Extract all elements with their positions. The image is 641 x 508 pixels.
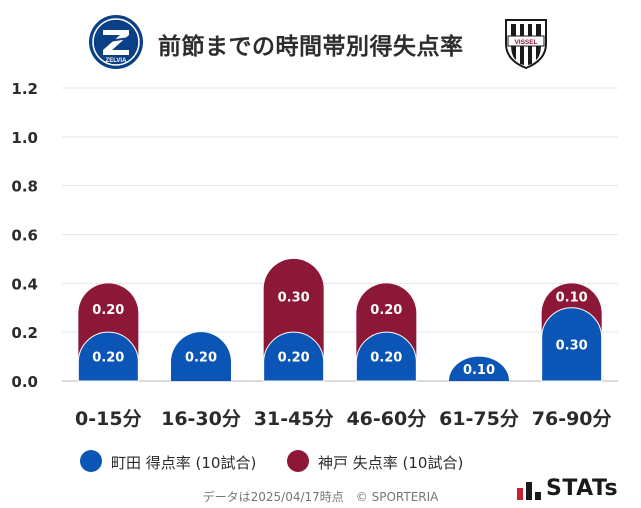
y-axis: 0.0 0.2 0.4 0.6 0.8 1.0 1.2 bbox=[11, 80, 38, 391]
vissel-kobe-logo: VISSEL bbox=[505, 19, 547, 70]
y-tick-label: 0.2 bbox=[11, 324, 38, 342]
data-label-machida-0: 0.20 bbox=[92, 351, 124, 366]
data-label-machida-3: 0.20 bbox=[370, 351, 402, 366]
legend-swatch-machida bbox=[80, 450, 102, 472]
chart-title: 前節までの時間帯別得失点率 bbox=[158, 34, 464, 60]
y-tick-label: 1.0 bbox=[11, 129, 38, 147]
grid bbox=[62, 87, 618, 382]
footer-note: データは2025/04/17時点 © SPORTERIA bbox=[202, 490, 439, 504]
x-tick-label: 46-60分 bbox=[346, 408, 426, 430]
data-label-kobe-5: 0.10 bbox=[556, 291, 588, 306]
y-tick-label: 0.6 bbox=[11, 227, 38, 245]
x-tick-label: 0-15分 bbox=[75, 408, 142, 430]
machida-zelvia-logo: ZELVIA bbox=[89, 15, 143, 69]
data-label-machida-2: 0.20 bbox=[278, 351, 310, 366]
legend-swatch-kobe bbox=[287, 450, 309, 472]
chart-header: ZELVIA 前節までの時間帯別得失点率 VISSEL bbox=[0, 0, 641, 82]
data-label-kobe-0: 0.20 bbox=[92, 303, 124, 318]
x-tick-label: 16-30分 bbox=[161, 408, 241, 430]
legend-label-machida: 町田 得点率 (10試合) bbox=[111, 454, 257, 472]
right-logo-text: VISSEL bbox=[514, 39, 537, 46]
x-tick-label: 61-75分 bbox=[439, 408, 519, 430]
data-label-kobe-3: 0.20 bbox=[370, 303, 402, 318]
x-tick-label: 31-45分 bbox=[254, 408, 334, 430]
x-tick-label: 76-90分 bbox=[532, 408, 612, 430]
data-label-kobe-2: 0.30 bbox=[278, 291, 310, 306]
bars bbox=[77, 258, 603, 382]
data-label-machida-5: 0.30 bbox=[556, 338, 588, 353]
y-tick-label: 0.4 bbox=[11, 275, 38, 293]
data-label-machida-1: 0.20 bbox=[185, 351, 217, 366]
left-logo-text: ZELVIA bbox=[106, 58, 128, 64]
bar-machida-2 bbox=[263, 331, 325, 382]
data-label-machida-4: 0.10 bbox=[463, 363, 495, 378]
bar-machida-4 bbox=[449, 356, 509, 381]
stats-brand: STATs bbox=[516, 476, 636, 502]
bar-machida-0 bbox=[77, 331, 139, 382]
y-tick-label: 0.8 bbox=[11, 178, 38, 196]
legend-label-kobe: 神戸 失点率 (10試合) bbox=[318, 454, 464, 472]
data-labels: 0.20 0.20 0.20 0.20 0.30 0.20 0.20 0.10 0.30 0.10 bbox=[92, 291, 587, 378]
bar-machida-1 bbox=[171, 332, 232, 381]
x-axis: 0-15分 16-30分 31-45分 46-60分 61-75分 76-90分 bbox=[75, 408, 611, 430]
stats-brand-label: STATs bbox=[546, 476, 619, 501]
bar-chart: 0.20 0.20 0.20 0.20 0.30 0.20 0.20 0.10 0.30 0.10… bbox=[11, 80, 618, 430]
y-tick-label: 0.0 bbox=[11, 373, 38, 391]
stats-bars-icon bbox=[517, 482, 541, 500]
bar-machida-3 bbox=[355, 331, 417, 382]
y-tick-label: 1.2 bbox=[11, 80, 38, 98]
bar-machida-5 bbox=[541, 307, 603, 382]
